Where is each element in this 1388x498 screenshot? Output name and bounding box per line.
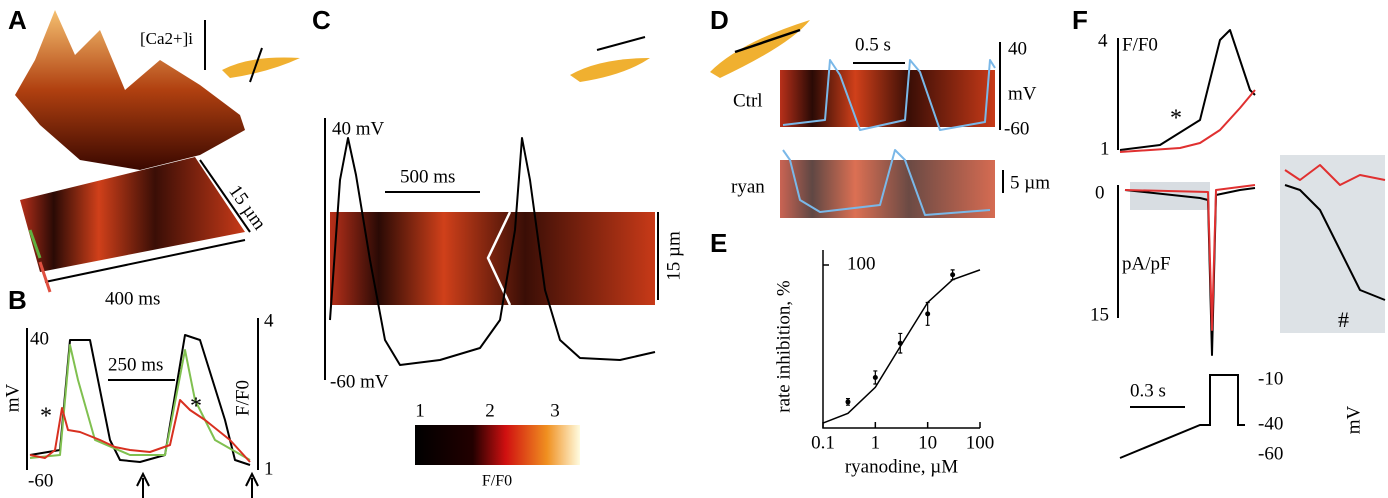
x-tick-label: 100 [966, 432, 995, 453]
level-label: -40 [1258, 413, 1283, 434]
panel-letter: A [8, 5, 27, 35]
scale-label: 40 [30, 328, 49, 349]
marker: # [1338, 307, 1349, 332]
marker: * [190, 394, 202, 420]
y-tick-label: 100 [847, 253, 876, 274]
unit-label: pA/pF [1122, 253, 1171, 274]
y-axis-label: rate inhibition, % [773, 280, 794, 413]
point [873, 375, 878, 380]
x-axis-label: ryanodine, µM [845, 456, 958, 477]
surface-plot [15, 10, 245, 170]
scale-label: 1 [1100, 138, 1110, 159]
point [898, 341, 903, 346]
inset [1280, 155, 1385, 333]
space-scale: 5 µm [1010, 172, 1050, 193]
colorbar [415, 425, 580, 465]
colorbar-tick: 2 [485, 400, 495, 421]
figure: A [Ca2+]i 15 µm 400 ms B 40 -60 mV 4 1 F… [0, 0, 1388, 498]
arrow [137, 474, 258, 498]
scale-label: 1 [264, 458, 274, 479]
unit-label: mV [2, 383, 23, 412]
panel-letter: B [8, 285, 27, 315]
scale-label: -60 [1004, 118, 1029, 139]
trace [1120, 90, 1255, 152]
x-tick-label: 10 [918, 432, 937, 453]
panel-letter: F [1072, 5, 1088, 35]
scale-label: 0 [1095, 182, 1105, 203]
linescan-image [780, 70, 995, 127]
unit-label: mV [1343, 405, 1364, 434]
scale-label: 15 [1090, 304, 1109, 325]
time-scale: 0.3 s [1130, 380, 1166, 401]
linescan-image [780, 160, 995, 218]
level-label: -10 [1258, 368, 1283, 389]
space-scale: 15 µm [663, 231, 684, 281]
linescan-image [20, 157, 245, 272]
scale-label: 40 [1008, 38, 1027, 59]
colorbar-tick: 1 [415, 400, 425, 421]
time-scale: 500 ms [400, 166, 455, 187]
colorbar-tick: 3 [550, 400, 560, 421]
cell-icon [222, 58, 300, 79]
point [845, 399, 850, 404]
colorbar-label: F/F0 [482, 473, 512, 490]
row-label: Ctrl [733, 90, 763, 111]
ca-label: [Ca2+]i [140, 29, 193, 48]
unit-label: F/F0 [1122, 34, 1158, 55]
x-tick-label: 1 [871, 432, 881, 453]
scale-label: 40 mV [332, 118, 385, 139]
chart: 0.1 1 10 100 100 ryanodine, µM rate inhibition… [773, 250, 994, 477]
panel-letter: E [710, 228, 727, 258]
time-scale: 0.5 s [855, 34, 891, 55]
panel-letter: D [710, 5, 729, 35]
marker: * [1170, 106, 1182, 132]
cell-icon [570, 58, 650, 82]
row-label: ryan [731, 176, 765, 197]
linescan-image [330, 212, 655, 305]
unit-label: F/F0 [232, 380, 253, 416]
point [925, 311, 930, 316]
unit-label: mV [1008, 83, 1037, 104]
panel-letter: C [312, 5, 331, 35]
highlight [1130, 182, 1210, 210]
scale-label: 4 [1098, 30, 1108, 51]
level-label: -60 [1258, 443, 1283, 464]
scale-label: -60 [28, 470, 53, 491]
time-scale: 250 ms [108, 354, 163, 375]
point [950, 272, 955, 277]
x-tick-label: 0.1 [811, 432, 835, 453]
scale-label: -60 mV [330, 371, 389, 392]
time-scale: 400 ms [105, 288, 160, 309]
marker: * [40, 404, 52, 430]
scale-label: 4 [264, 310, 274, 331]
scan-line [597, 37, 645, 50]
